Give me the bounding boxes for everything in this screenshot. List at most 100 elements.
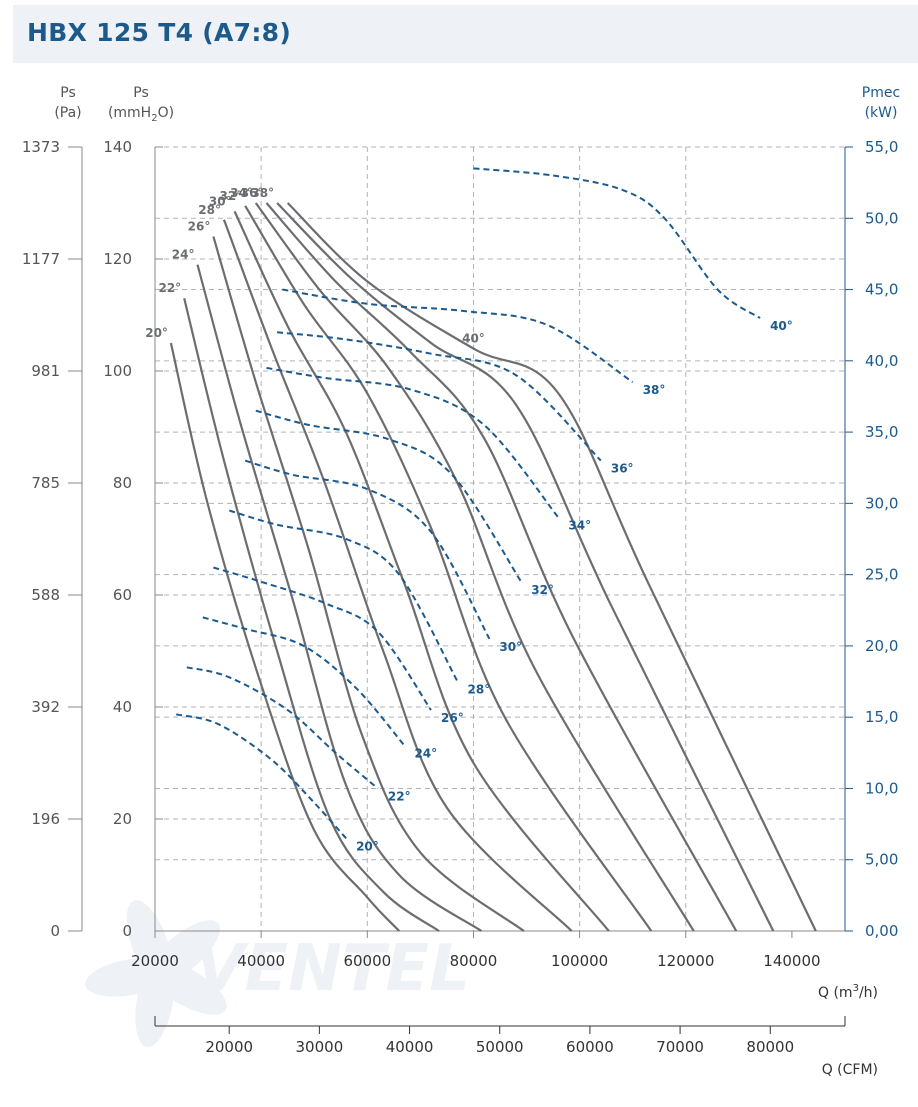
power-curve-line [282, 288, 634, 384]
curve-labels: 20°22°24°26°28°30°32°34°36°38°40°20°22°2… [145, 186, 793, 853]
pressure-curve-label: 26° [188, 220, 211, 234]
pa-tick-label: 588 [31, 586, 60, 604]
pa-tick-label: 1373 [22, 138, 60, 156]
pmec-tick-label: 5,00 [865, 851, 898, 869]
pressure-curve-label: 22° [158, 281, 181, 295]
pressure-curve-line [244, 205, 653, 932]
q-axis-label: Q (m3/h) [818, 983, 878, 1001]
pressure-curve-label: 38° [251, 186, 274, 200]
pa-tick-label: 981 [31, 362, 60, 380]
cfm-tick-label: 80000 [746, 1038, 794, 1056]
pressure-curve-line [276, 202, 775, 932]
power-curve-label: 32° [531, 583, 554, 597]
pressure-curve-label: 30° [209, 194, 232, 208]
pmec-tick-label: 25,0 [865, 566, 898, 584]
power-curve-line [229, 509, 459, 682]
power-curve-label: 24° [414, 747, 437, 761]
mmh2o-tick-label: 20 [113, 810, 132, 828]
cfm-tick-label: 60000 [566, 1038, 614, 1056]
power-curve-line [473, 167, 761, 319]
pressure-curve-line [222, 219, 573, 932]
pressure-curve-label: 20° [145, 326, 168, 340]
chart-title: HBX 125 T4 (A7:8) [27, 18, 292, 47]
pressure-curve-label: 28° [198, 203, 221, 217]
fan-icon [85, 900, 227, 1047]
cfm-tick-label: 40000 [386, 1038, 434, 1056]
pa-axis-title: Ps [60, 85, 76, 101]
q-tick-label: 20000 [131, 952, 179, 970]
pmec-tick-label: 10,0 [865, 779, 898, 797]
power-curves [175, 167, 761, 839]
power-curve-line [213, 566, 432, 711]
pmec-tick-label: 15,0 [865, 708, 898, 726]
pmec-tick-label: 40,0 [865, 352, 898, 370]
pressure-curve-label: 34° [230, 186, 253, 200]
power-curve-line [186, 666, 379, 790]
power-curve-line [244, 459, 491, 640]
mmh2o-axis-title: Ps [133, 85, 149, 101]
cfm-tick-label: 70000 [656, 1038, 704, 1056]
cfm-tick-label: 50000 [476, 1038, 524, 1056]
pressure-curve-label: 40° [462, 332, 485, 346]
pmec-axis-title: Pmec [862, 85, 900, 101]
watermark-logo: VENTEL [85, 900, 470, 1047]
power-curve-label: 22° [388, 789, 411, 803]
pressure-curves [169, 202, 817, 932]
svg-text:VENTEL: VENTEL [195, 932, 470, 1006]
axes: 0 196 392 588 785 981 1177 1373 Ps (Pa) 0 20 40 60 80 1… [22, 85, 900, 1078]
pressure-curve-line [196, 264, 483, 932]
pa-tick-label: 785 [31, 474, 60, 492]
cfm-tick-label: 20000 [205, 1038, 253, 1056]
cfm-axis-label: Q (CFM) [822, 1062, 878, 1078]
pressure-curve-label: 32° [220, 189, 243, 203]
pmec-tick-label: 55,0 [865, 138, 898, 156]
power-curve-label: 30° [499, 640, 522, 654]
power-curve-label: 28° [468, 683, 491, 697]
pa-tick-label: 392 [31, 698, 60, 716]
power-curve-label: 34° [568, 519, 591, 533]
pmec-tick-label: 35,0 [865, 423, 898, 441]
pmec-tick-label: 30,0 [865, 494, 898, 512]
pmec-tick-label: 50,0 [865, 209, 898, 227]
pressure-curve-label: 36° [241, 186, 264, 200]
power-curve-line [266, 366, 560, 519]
power-curve-line [202, 616, 406, 747]
q-tick-label: 80000 [450, 952, 498, 970]
q-tick-label: 100000 [551, 952, 608, 970]
pa-tick-label: 0 [50, 922, 60, 940]
cfm-tick-label: 30000 [296, 1038, 344, 1056]
power-curve-line [276, 331, 602, 462]
pmec-axis-unit: (kW) [865, 105, 898, 121]
q-tick-label: 40000 [237, 952, 285, 970]
mmh2o-axis-unit: (mmH2O) [108, 105, 174, 124]
q-tick-label: 120000 [657, 952, 714, 970]
pressure-curve-line [212, 236, 525, 932]
pressure-curve-line [286, 202, 817, 932]
pressure-curve-line [265, 202, 738, 932]
mmh2o-tick-label: 100 [103, 362, 132, 380]
power-curve-label: 36° [611, 462, 634, 476]
pressure-curve-line [183, 297, 440, 932]
q-tick-label: 140000 [763, 952, 820, 970]
pa-tick-label: 196 [31, 810, 60, 828]
power-curve-label: 40° [770, 319, 793, 333]
pressure-curve-label: 24° [172, 248, 195, 262]
pmec-tick-label: 0,00 [865, 922, 898, 940]
pmec-tick-label: 20,0 [865, 637, 898, 655]
q-tick-label: 60000 [343, 952, 391, 970]
grid [155, 146, 845, 931]
pressure-curve-line [233, 210, 610, 932]
mmh2o-tick-label: 80 [113, 474, 132, 492]
mmh2o-tick-label: 120 [103, 250, 132, 268]
pa-axis-unit: (Pa) [54, 105, 81, 121]
power-curve-label: 20° [356, 839, 379, 853]
pmec-tick-label: 45,0 [865, 281, 898, 299]
title-bar: HBX 125 T4 (A7:8) [13, 5, 918, 63]
mmh2o-tick-label: 60 [113, 586, 132, 604]
power-curve-line [255, 409, 523, 583]
pa-tick-label: 1177 [22, 250, 60, 268]
mmh2o-tick-label: 140 [103, 138, 132, 156]
mmh2o-tick-label: 0 [122, 922, 132, 940]
power-curve-label: 38° [643, 383, 666, 397]
